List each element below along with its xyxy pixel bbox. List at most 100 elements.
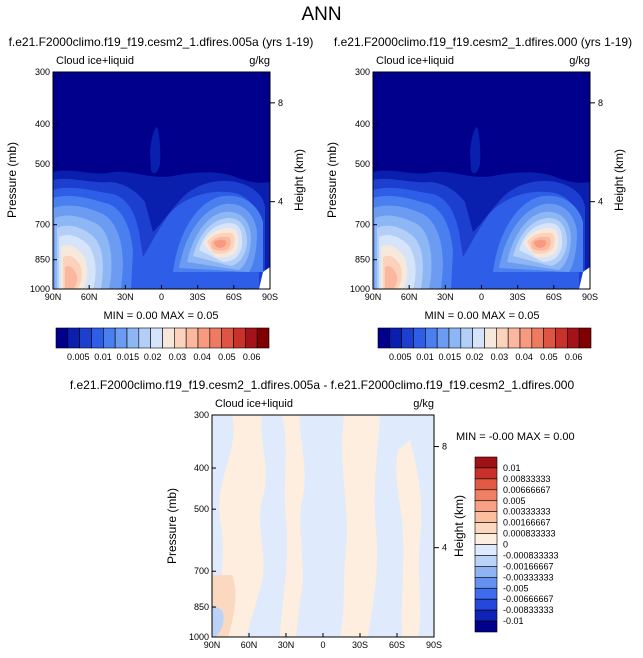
colorbar-label: 0.005 <box>503 496 526 506</box>
y2-tick-label: 4 <box>598 197 603 207</box>
colorbar-label: 0.005 <box>389 352 412 362</box>
panel-diff-y2label: Height (km) <box>452 495 466 557</box>
colorbar-label: 0.01 <box>94 352 112 362</box>
panel-1-title: f.e21.F2000climo.f19_f19.cesm2_1.dfires.… <box>9 35 314 49</box>
colorbar-label: 0.06 <box>565 352 583 362</box>
panel-2-right-string: g/kg <box>569 55 590 67</box>
panel-diff-y-ticks: 300 400 500 700 850 1000 <box>189 410 216 642</box>
colorbar-box <box>474 587 498 600</box>
colorbar-box <box>474 467 498 480</box>
colorbar-label: 0.000833333 <box>503 529 556 539</box>
colorbar-label: 0.015 <box>117 352 140 362</box>
colorbar-box <box>162 327 175 349</box>
panel-1-y2label: Height (km) <box>292 149 306 211</box>
y-tick-label: 1000 <box>30 284 50 294</box>
colorbar-label: 0.04 <box>515 352 533 362</box>
colorbar-box <box>55 327 69 349</box>
colorbar-label: -0.005 <box>503 583 529 593</box>
colorbar-box <box>474 555 498 567</box>
y-tick-label: 300 <box>194 410 209 420</box>
y-tick-label: 1000 <box>350 284 370 294</box>
panel-2-colorbar: 0.005 0.01 0.015 0.02 0.03 0.04 0.05 0.06 <box>377 327 592 362</box>
panel-2-ylabel: Pressure (mb) <box>325 142 339 218</box>
field-level <box>534 239 547 248</box>
colorbar-box <box>555 327 568 349</box>
diff-negative-region <box>212 605 224 637</box>
y-tick-label: 500 <box>355 159 370 169</box>
x-tick-label: 30S <box>510 292 526 302</box>
panel-2-y2label: Height (km) <box>612 149 626 211</box>
panel-1-left-string: Cloud ice+liquid <box>56 55 134 67</box>
colorbar-box <box>474 522 498 534</box>
field-missing <box>259 267 270 289</box>
panel-2-x-ticks: 90N 60N 30N 0 30S 60S 90S <box>365 285 598 302</box>
panel-diff: f.e21.F2000climo.f19_f19.cesm2_1.dfires.… <box>70 378 575 650</box>
x-tick-label: 30N <box>437 292 454 302</box>
panel-1-right-string: g/kg <box>249 55 270 67</box>
field-level <box>385 266 398 289</box>
panel-diff-plot <box>212 415 434 637</box>
colorbar-box <box>114 327 128 349</box>
x-tick-label: 90S <box>582 292 598 302</box>
panel-diff-title: f.e21.F2000climo.f19_f19.cesm2_1.dfires.… <box>70 378 575 392</box>
colorbar-box <box>401 327 414 349</box>
panel-2-contours <box>373 72 590 289</box>
colorbar-box <box>460 327 473 349</box>
colorbar-box <box>209 327 222 349</box>
colorbar-label: -0.00666667 <box>503 594 554 604</box>
y-tick-label: 400 <box>194 463 209 473</box>
colorbar-box <box>413 327 426 349</box>
x-tick-label: 30S <box>352 640 368 650</box>
colorbar-box <box>474 511 498 523</box>
colorbar-label: 0.00166667 <box>503 518 551 528</box>
panel-2-minmax: MIN = 0.00 MAX = 0.05 <box>425 310 540 322</box>
x-tick-label: 30N <box>117 292 134 302</box>
colorbar-label: -0.00166667 <box>503 561 554 571</box>
field-level <box>65 266 78 289</box>
colorbar-label: -0.00333333 <box>503 572 554 582</box>
colorbar-box <box>531 327 544 349</box>
colorbar-box <box>484 327 497 349</box>
colorbar-label: -0.01 <box>503 616 524 626</box>
panel-diff-ylabel: Pressure (mb) <box>165 488 179 564</box>
colorbar-box <box>174 327 187 349</box>
colorbar-box <box>91 327 104 349</box>
x-tick-label: 30N <box>278 640 295 650</box>
colorbar-box <box>472 327 485 349</box>
panel-diff-minmax: MIN = -0.00 MAX = 0.00 <box>456 431 575 443</box>
colorbar-box <box>436 327 450 349</box>
panel-diff-y2-ticks: 84 <box>434 442 447 553</box>
x-tick-label: 60N <box>241 640 258 650</box>
x-tick-label: 90N <box>45 292 62 302</box>
y-tick-label: 700 <box>355 220 370 230</box>
colorbar-box <box>389 327 402 349</box>
panel-1-contours <box>53 72 270 289</box>
y-tick-label: 1000 <box>189 632 209 642</box>
field-missing <box>579 267 590 289</box>
x-tick-label: 0 <box>159 292 164 302</box>
colorbar-label: 0.02 <box>466 352 484 362</box>
y-tick-label: 300 <box>355 67 370 77</box>
x-tick-label: 90S <box>426 640 442 650</box>
colorbar-box <box>79 327 92 349</box>
colorbar-label: 0.01 <box>416 352 434 362</box>
colorbar-label: -0.000833333 <box>503 550 559 560</box>
y2-tick-label: 8 <box>598 98 603 108</box>
x-tick-label: 0 <box>320 640 325 650</box>
panel-diff-x-ticks: 90N 60N 30N 0 30S 60S 90S <box>204 633 442 650</box>
y-tick-label: 850 <box>355 255 370 265</box>
x-tick-label: 90S <box>262 292 278 302</box>
colorbar-box <box>474 478 498 491</box>
field-level <box>150 127 161 174</box>
colorbar-label: 0.005 <box>67 352 90 362</box>
panel-2: f.e21.F2000climo.f19_f19.cesm2_1.dfires.… <box>325 35 632 362</box>
y-tick-label: 700 <box>35 220 50 230</box>
panel-diff-colorbar: 0.010.008333330.006666670.0050.003333330… <box>474 456 559 633</box>
x-tick-label: 0 <box>479 292 484 302</box>
y-tick-label: 500 <box>194 504 209 514</box>
colorbar-label: 0.05 <box>540 352 558 362</box>
y-tick-label: 400 <box>355 119 370 129</box>
colorbar-box <box>245 327 258 349</box>
panel-1-y-ticks: 300 400 500 700 850 1000 <box>30 67 57 294</box>
